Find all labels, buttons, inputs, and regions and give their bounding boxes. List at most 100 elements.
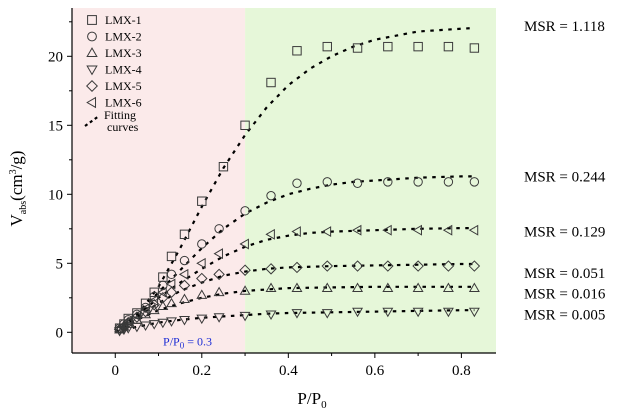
- legend-label-lmx-5: LMX-5: [105, 79, 142, 93]
- legend-marker-lmx-1: [87, 15, 97, 25]
- y-tick-label: 20: [48, 49, 63, 65]
- point-lmx-2: [240, 206, 250, 216]
- point-lmx-2: [383, 177, 393, 187]
- point-lmx-3: [114, 323, 126, 334]
- point-lmx-4: [412, 307, 424, 318]
- point-lmx-6: [468, 224, 479, 236]
- point-lmx-2: [322, 177, 332, 187]
- point-lmx-5: [196, 272, 208, 285]
- y-tick-label: 15: [48, 118, 63, 134]
- point-lmx-4: [148, 320, 160, 330]
- point-lmx-4: [140, 321, 152, 332]
- point-lmx-6: [131, 310, 141, 322]
- point-lmx-4: [179, 316, 190, 326]
- point-lmx-2: [352, 178, 363, 188]
- data-markers: [113, 41, 481, 337]
- point-lmx-4: [321, 309, 333, 319]
- point-lmx-6: [442, 224, 453, 236]
- point-lmx-1: [383, 41, 393, 52]
- annotation-tail: = 0.3: [184, 335, 212, 349]
- point-lmx-2: [149, 291, 159, 302]
- point-lmx-5: [239, 264, 251, 276]
- y-axis-label-main: V: [7, 213, 26, 226]
- y-axis-label-unit-tail: /g): [7, 151, 26, 170]
- y-axis-label-unit-sup: 3: [8, 169, 19, 174]
- legend: LMX-1 LMX-2 LMX-3 LMX-4 LMX-5 LMX-6Fittingcur…: [84, 13, 142, 134]
- point-lmx-1: [179, 229, 190, 240]
- point-lmx-2: [266, 190, 276, 201]
- legend-marker-lmx-2: [87, 31, 97, 42]
- point-lmx-4: [442, 307, 454, 318]
- point-lmx-1: [469, 43, 480, 53]
- point-lmx-4: [157, 318, 169, 329]
- msr-labels: MSR = 1.118 MSR = 0.244 MSR = 0.016 MSR = 0…: [524, 19, 606, 323]
- point-lmx-2: [214, 224, 224, 234]
- point-lmx-2: [197, 239, 207, 249]
- point-lmx-4: [131, 322, 143, 333]
- y-tick-label: 0: [56, 325, 64, 341]
- point-lmx-4: [265, 310, 277, 320]
- legend-label-lmx-1: LMX-1: [105, 13, 142, 27]
- annotation-sub: 0: [180, 341, 185, 351]
- y-axis-label-unit: (cm: [7, 174, 26, 200]
- point-lmx-4: [352, 307, 364, 318]
- point-lmx-4: [291, 309, 303, 319]
- legend-marker-lmx-4: [86, 65, 98, 76]
- point-lmx-3: [157, 300, 169, 310]
- legend-label-lmx-6: LMX-6: [105, 96, 142, 110]
- point-lmx-4: [468, 307, 480, 318]
- legend-fit-marker: [84, 115, 100, 127]
- point-lmx-4: [213, 313, 225, 323]
- x-axis-label-main: P/P: [297, 389, 321, 408]
- point-lmx-6: [265, 228, 275, 240]
- point-lmx-6: [113, 322, 124, 334]
- legend-label-lmx-2: LMX-2: [105, 30, 142, 44]
- point-lmx-1: [240, 120, 250, 130]
- point-lmx-2: [469, 177, 480, 187]
- point-lmx-1: [413, 41, 423, 52]
- point-lmx-6: [321, 226, 332, 238]
- point-lmx-3: [291, 282, 303, 292]
- point-lmx-4: [166, 317, 177, 327]
- annotation-text: P/P: [163, 335, 180, 349]
- point-lmx-5: [412, 260, 424, 272]
- point-lmx-3: [213, 286, 225, 297]
- point-lmx-5: [291, 261, 303, 274]
- point-lmx-5: [165, 286, 178, 299]
- fit-curve-lmx-2: [114, 175, 475, 334]
- point-lmx-5: [321, 260, 334, 272]
- point-lmx-3: [382, 282, 394, 292]
- msr-label-lmx-6: MSR = 0.129: [524, 225, 605, 241]
- x-axis-label-sub: 0: [321, 399, 327, 410]
- point-lmx-5: [265, 263, 277, 275]
- y-axis-label: Vabs(cm3/g): [7, 151, 29, 227]
- point-lmx-1: [140, 298, 151, 309]
- y-tick-label: 10: [48, 187, 63, 203]
- x-tick-label: 0.6: [365, 363, 384, 379]
- point-lmx-3: [166, 297, 177, 308]
- point-lmx-5: [213, 268, 225, 281]
- point-lmx-1: [322, 41, 332, 52]
- fit-curve-lmx-4: [115, 309, 475, 334]
- point-lmx-5: [382, 260, 394, 272]
- point-lmx-3: [321, 282, 333, 292]
- point-lmx-6: [157, 286, 167, 298]
- point-lmx-1: [266, 77, 276, 88]
- point-lmx-5: [442, 260, 455, 272]
- legend-marker-lmx-5: [86, 80, 98, 92]
- legend-fit-label: Fitting: [104, 108, 136, 122]
- legend-marker-lmx-3: [86, 47, 98, 58]
- point-lmx-6: [118, 319, 128, 331]
- fit-curve-lmx-1: [114, 26, 475, 334]
- msr-label-lmx-3: MSR = 0.016: [524, 287, 606, 303]
- point-lmx-3: [412, 282, 424, 292]
- x-axis-label: P/P0: [297, 389, 327, 410]
- point-lmx-2: [413, 177, 423, 187]
- point-lmx-1: [443, 41, 454, 52]
- legend-marker-lmx-6: [86, 96, 97, 109]
- point-lmx-5: [178, 279, 191, 292]
- point-lmx-2: [443, 177, 454, 187]
- point-lmx-6: [351, 224, 362, 236]
- x-tick-label: 0: [112, 363, 120, 379]
